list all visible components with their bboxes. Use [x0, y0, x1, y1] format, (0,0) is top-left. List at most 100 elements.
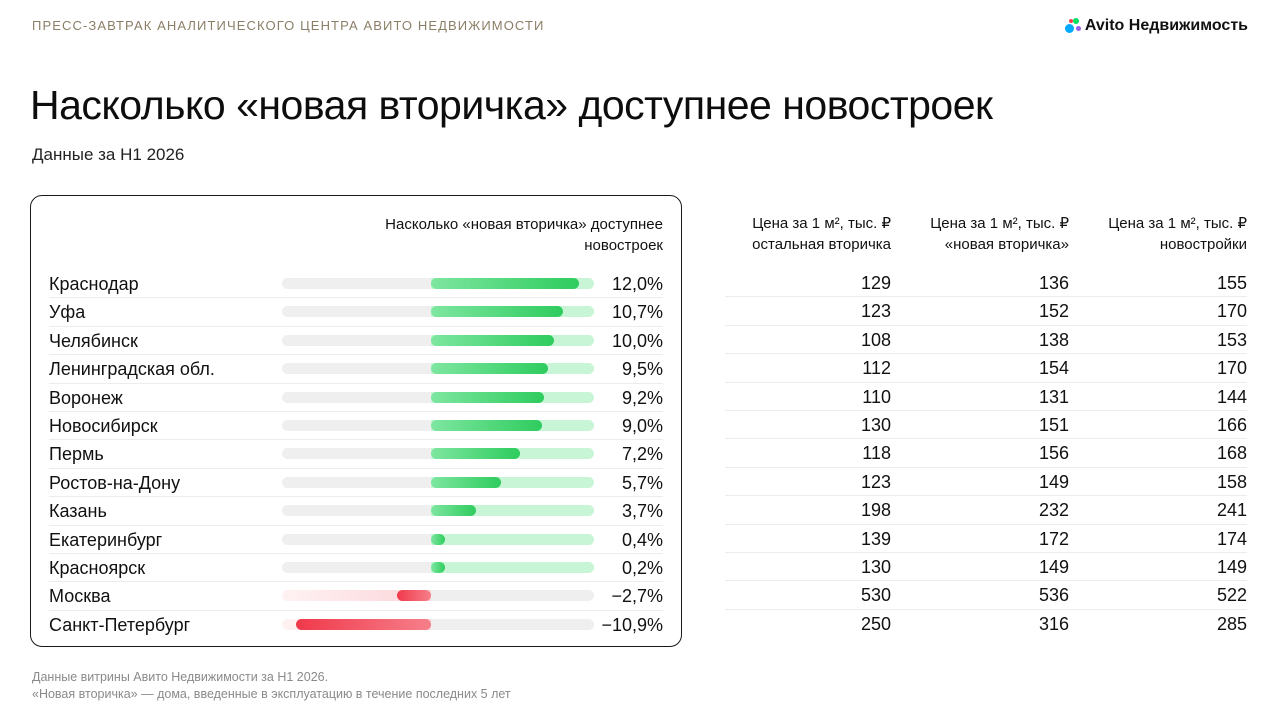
price-new-secondary: 136	[1038, 273, 1069, 293]
price-secondary: 130	[860, 414, 891, 435]
city-label: Воронеж	[49, 387, 123, 408]
city-label: Краснодар	[49, 274, 139, 294]
chart-row: Краснодар 12,0%	[49, 270, 663, 299]
value-label: −10,9%	[601, 614, 663, 635]
bar-track	[282, 278, 594, 289]
price-new-buildings: 153	[1216, 329, 1247, 350]
table-row: 130 149 149	[725, 553, 1247, 582]
bar-track	[282, 590, 594, 602]
city-label: Новосибирск	[49, 415, 158, 436]
city-label: Ленинградская обл.	[49, 359, 215, 380]
bar-track	[282, 618, 594, 630]
bar-background	[430, 505, 594, 517]
price-new-buildings: 522	[1216, 585, 1247, 606]
bar-background	[430, 561, 594, 573]
bar-track	[282, 505, 594, 517]
bar-track	[282, 306, 594, 318]
chart-row: Казань 3,7%	[49, 497, 663, 526]
value-label: −2,7%	[611, 586, 663, 607]
chart-row: Челябинск 10,0%	[49, 327, 663, 356]
city-label: Челябинск	[49, 330, 138, 351]
value-bar	[430, 419, 542, 431]
page-title: Насколько «новая вторичка» доступнее нов…	[30, 82, 993, 128]
table-row: 198 232 241	[725, 496, 1247, 525]
chart-row: Воронеж 9,2%	[49, 384, 663, 412]
table-header-new-secondary: Цена за 1 м², тыс. ₽ «новая вторичка»	[930, 215, 1069, 253]
table-row: 129 136 155	[725, 269, 1247, 298]
price-secondary: 130	[860, 556, 891, 577]
table-row: 118 156 168	[725, 439, 1247, 468]
price-new-buildings: 158	[1216, 471, 1247, 492]
table-row: 123 152 170	[725, 297, 1247, 326]
bar-track	[282, 391, 594, 403]
footnote-source: Данные витрины Авито Недвижимости за Н1 …	[32, 670, 329, 684]
value-bar	[430, 561, 445, 573]
table-row: 112 154 170	[725, 354, 1247, 383]
table-row: 123 149 158	[725, 468, 1247, 497]
value-label: 9,2%	[621, 387, 663, 408]
price-new-buildings: 174	[1216, 528, 1247, 549]
table-row: 139 172 174	[725, 525, 1247, 553]
price-secondary: 198	[860, 500, 891, 521]
chart-row: Красноярск 0,2%	[49, 554, 663, 583]
price-new-secondary: 149	[1038, 556, 1069, 577]
bar-track	[282, 448, 594, 460]
city-label: Уфа	[49, 302, 86, 323]
footnotes: Данные витрины Авито Недвижимости за Н1 …	[32, 669, 511, 703]
value-bar	[295, 618, 431, 630]
price-new-secondary: 151	[1038, 414, 1069, 435]
city-label: Санкт-Петербург	[49, 614, 191, 635]
price-new-secondary: 172	[1038, 528, 1069, 549]
price-secondary: 108	[860, 329, 891, 350]
bar-background	[282, 590, 431, 602]
price-new-buildings: 155	[1216, 273, 1247, 293]
chart-row: Москва −2,7%	[49, 582, 663, 611]
chart-column-header: Насколько «новая вторичка» доступнее нов…	[385, 216, 663, 254]
price-new-secondary: 154	[1038, 358, 1069, 379]
value-label: 9,5%	[621, 359, 663, 380]
price-new-secondary: 152	[1038, 301, 1069, 322]
price-new-secondary: 131	[1038, 386, 1069, 407]
price-new-secondary: 536	[1038, 585, 1069, 606]
table-header-secondary: Цена за 1 м², тыс. ₽ остальная вторичка	[752, 215, 891, 253]
price-new-buildings: 144	[1216, 386, 1247, 407]
bar-track	[282, 561, 594, 573]
bar-track	[282, 476, 594, 488]
table-header-new-buildings: Цена за 1 м², тыс. ₽ новостройки	[1108, 215, 1247, 253]
value-bar	[430, 363, 549, 375]
chart-panel: Насколько «новая вторичка» доступнее нов…	[30, 195, 682, 647]
value-bar	[430, 533, 445, 545]
chart-rows: Краснодар 12,0% Уфа 10,7% Челябинск 10,0% Лени…	[49, 270, 663, 639]
brand-logo[interactable]: Avito Недвижимость	[1064, 15, 1248, 37]
price-new-secondary: 138	[1038, 329, 1069, 350]
brand-name: Avito Недвижимость	[1084, 17, 1248, 34]
price-new-buildings: 168	[1216, 443, 1247, 464]
price-new-buildings: 170	[1216, 358, 1247, 379]
price-new-secondary: 232	[1038, 500, 1069, 521]
table-row: 108 138 153	[725, 326, 1247, 355]
value-label: 7,2%	[621, 444, 663, 465]
price-new-buildings: 170	[1216, 301, 1247, 322]
price-new-secondary: 156	[1038, 443, 1069, 464]
value-label: 10,0%	[611, 330, 663, 351]
chart-row: Новосибирск 9,0%	[49, 412, 663, 441]
price-new-buildings: 166	[1216, 414, 1247, 435]
city-label: Ростов-на-Дону	[49, 472, 181, 493]
table-row: 130 151 166	[725, 411, 1247, 440]
value-label: 0,4%	[621, 529, 663, 550]
price-secondary: 530	[860, 585, 891, 606]
chart-row: Ростов-на-Дону 5,7%	[49, 469, 663, 498]
value-bar	[430, 448, 520, 460]
city-label: Екатеринбург	[49, 529, 163, 550]
price-new-secondary: 149	[1038, 471, 1069, 492]
chart-row: Екатеринбург 0,4%	[49, 526, 663, 554]
city-label: Красноярск	[49, 557, 146, 578]
price-new-buildings: 241	[1216, 500, 1247, 521]
bar-background	[430, 476, 594, 488]
value-bar	[430, 505, 477, 517]
value-bar	[430, 476, 502, 488]
bar-track	[282, 334, 594, 346]
price-new-buildings: 149	[1216, 556, 1247, 577]
table-body: 129 136 155 123 152 170 108 138 153 112 154 170 110 1…	[725, 269, 1247, 638]
price-new-secondary: 316	[1038, 613, 1069, 634]
